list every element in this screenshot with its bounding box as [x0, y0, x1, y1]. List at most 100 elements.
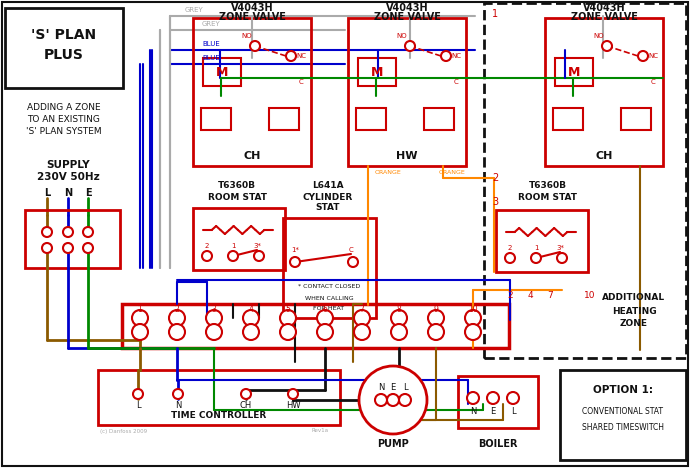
Text: ZONE VALVE: ZONE VALVE [571, 12, 638, 22]
Circle shape [169, 324, 185, 340]
Bar [348, 18, 466, 166]
Circle shape [243, 324, 259, 340]
Circle shape [290, 257, 300, 267]
Text: 7: 7 [547, 291, 553, 300]
Text: L: L [511, 408, 515, 417]
Circle shape [42, 243, 52, 253]
Bar [356, 108, 386, 130]
Text: ADDITIONAL: ADDITIONAL [602, 293, 666, 302]
Circle shape [169, 310, 185, 326]
Text: 5: 5 [286, 306, 290, 314]
Circle shape [505, 253, 515, 263]
Text: 'S' PLAN: 'S' PLAN [32, 28, 97, 42]
Text: E: E [491, 408, 495, 417]
Text: ZONE: ZONE [620, 320, 648, 329]
Text: ADDING A ZONE: ADDING A ZONE [27, 103, 101, 112]
Text: NC: NC [451, 53, 461, 59]
Circle shape [317, 324, 333, 340]
Text: HW: HW [286, 402, 300, 410]
Text: 10: 10 [584, 291, 595, 300]
Text: ZONE VALVE: ZONE VALVE [219, 12, 286, 22]
Circle shape [387, 394, 399, 406]
Text: PLUS: PLUS [44, 48, 84, 62]
Text: V4043H: V4043H [582, 3, 625, 13]
Text: ORANGE: ORANGE [439, 169, 465, 175]
Text: 1: 1 [137, 306, 142, 314]
Bar [458, 376, 538, 428]
Text: 3: 3 [492, 197, 498, 207]
Text: 2: 2 [205, 243, 209, 249]
Text: T6360B: T6360B [529, 182, 567, 190]
Circle shape [405, 41, 415, 51]
Circle shape [375, 394, 387, 406]
Circle shape [202, 251, 212, 261]
Circle shape [173, 389, 183, 399]
Text: N: N [175, 402, 181, 410]
Bar [621, 108, 651, 130]
Circle shape [638, 51, 648, 61]
Text: GREY: GREY [202, 21, 221, 27]
Bar [269, 108, 299, 130]
Circle shape [83, 227, 93, 237]
Text: WHEN CALLING: WHEN CALLING [305, 295, 353, 300]
Text: V4043H: V4043H [230, 3, 273, 13]
Bar [25, 210, 120, 268]
Text: L: L [44, 188, 50, 198]
Circle shape [399, 394, 411, 406]
Circle shape [132, 324, 148, 340]
Text: N: N [378, 383, 384, 393]
Text: SHARED TIMESWITCH: SHARED TIMESWITCH [582, 423, 664, 431]
Text: SUPPLY: SUPPLY [46, 160, 90, 170]
Text: PUMP: PUMP [377, 439, 409, 449]
Text: C: C [453, 79, 458, 85]
Circle shape [288, 389, 298, 399]
Bar [193, 208, 285, 270]
Bar [553, 108, 583, 130]
Text: * CONTACT CLOSED: * CONTACT CLOSED [298, 284, 360, 288]
Text: E: E [391, 383, 395, 393]
Circle shape [531, 253, 541, 263]
Text: BLUE: BLUE [202, 41, 219, 47]
Circle shape [250, 41, 260, 51]
Text: 1: 1 [492, 9, 498, 19]
Text: CH: CH [595, 151, 613, 161]
Text: M: M [568, 66, 580, 79]
Circle shape [354, 310, 370, 326]
Text: M: M [216, 66, 228, 79]
Circle shape [280, 310, 296, 326]
Text: STAT: STAT [316, 204, 340, 212]
Text: 230V 50Hz: 230V 50Hz [37, 172, 99, 182]
Circle shape [467, 392, 479, 404]
Text: NO: NO [397, 33, 407, 39]
Text: 9: 9 [433, 306, 438, 314]
Circle shape [206, 324, 222, 340]
Text: CYLINDER: CYLINDER [303, 192, 353, 202]
Text: 'S' PLAN SYSTEM: 'S' PLAN SYSTEM [26, 127, 102, 137]
Text: L: L [136, 402, 140, 410]
Circle shape [228, 251, 238, 261]
Text: ROOM STAT: ROOM STAT [518, 193, 578, 203]
Circle shape [206, 310, 222, 326]
Text: Rev1a: Rev1a [311, 429, 328, 433]
Circle shape [602, 41, 612, 51]
Circle shape [465, 310, 481, 326]
Text: 10: 10 [469, 306, 477, 314]
Text: NO: NO [241, 33, 253, 39]
Circle shape [133, 389, 143, 399]
Text: BLUE: BLUE [202, 55, 219, 61]
Text: CH: CH [244, 151, 261, 161]
Text: N: N [470, 408, 476, 417]
Bar [98, 370, 340, 425]
Circle shape [428, 310, 444, 326]
Bar [283, 218, 376, 318]
Text: HW: HW [396, 151, 417, 161]
Bar [358, 58, 396, 86]
Text: 2: 2 [175, 306, 179, 314]
Circle shape [42, 227, 52, 237]
Text: 2: 2 [508, 245, 512, 251]
Circle shape [254, 251, 264, 261]
Text: 3: 3 [212, 306, 217, 314]
Text: 4: 4 [527, 291, 533, 300]
Bar [193, 18, 311, 166]
Bar [201, 108, 231, 130]
